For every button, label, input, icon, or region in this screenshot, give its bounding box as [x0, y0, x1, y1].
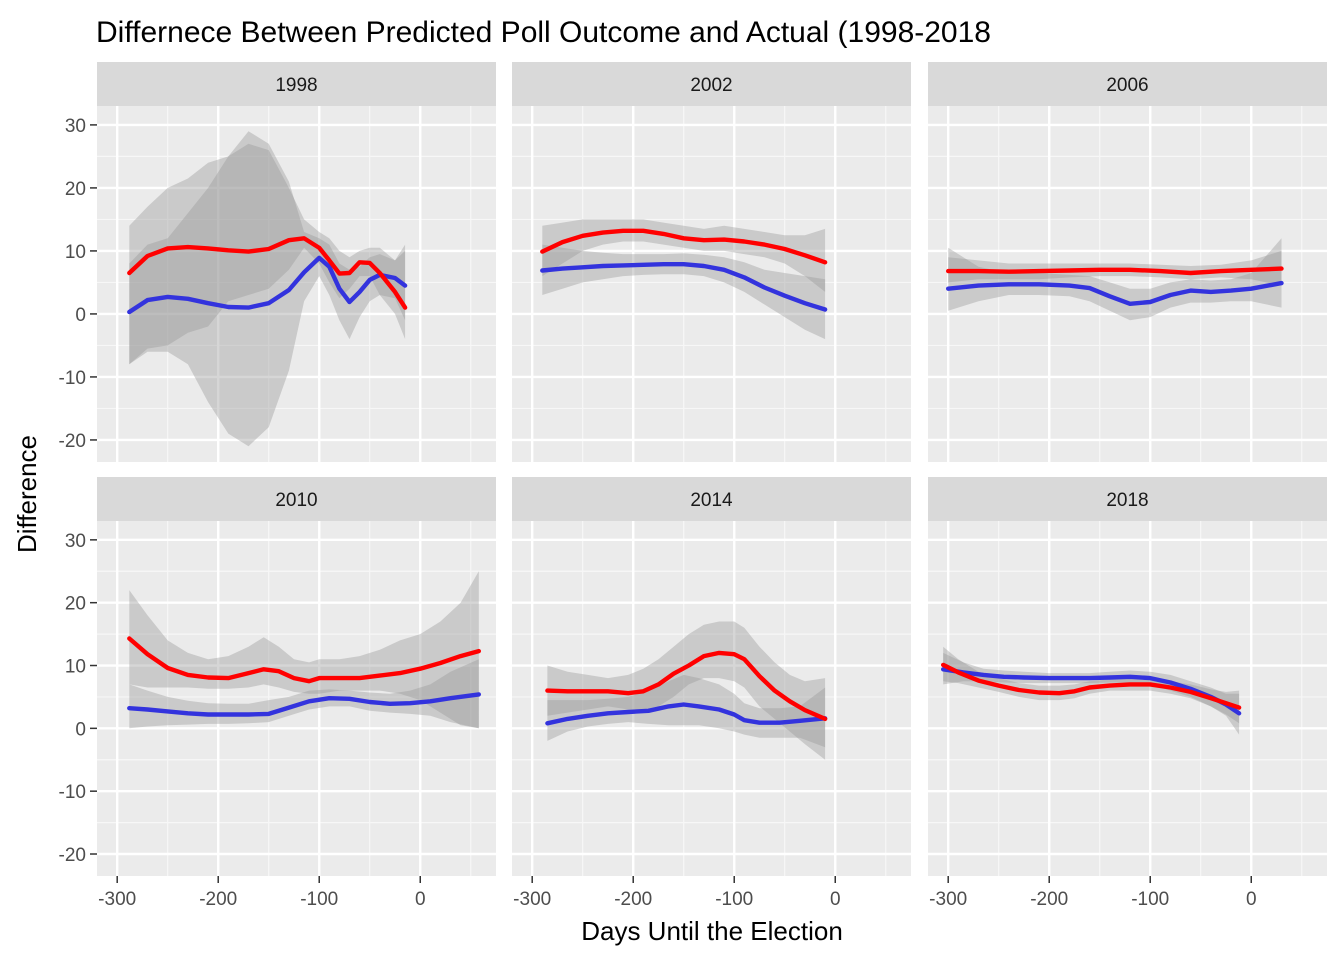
x-tick-label: -200 [1030, 889, 1068, 910]
facet-strip-label: 2014 [690, 490, 733, 511]
y-tick-label: 10 [65, 242, 86, 263]
confidence-band-red [542, 219, 826, 292]
y-tick-label: 20 [65, 179, 86, 200]
confidence-band-blue [547, 674, 826, 748]
confidence-band-red [129, 571, 479, 729]
facet-strip [97, 62, 496, 106]
x-tick-label: -200 [614, 889, 652, 910]
series-line-blue [545, 702, 828, 726]
x-tick-label: 0 [415, 889, 426, 910]
facet-strip-label: 2010 [275, 490, 317, 511]
confidence-band-blue [542, 244, 826, 340]
y-tick-label: 10 [65, 657, 86, 678]
confidence-band-blue [129, 659, 479, 729]
panel-background [97, 521, 496, 876]
confidence-band-red [547, 621, 826, 760]
series-line-red [127, 236, 408, 310]
y-tick-label: 0 [75, 305, 86, 326]
facet-panel-2002: 2002 [512, 62, 911, 462]
x-tick-label: -300 [929, 889, 967, 910]
x-tick-label: -100 [300, 889, 338, 910]
chart-title: Differnece Between Predicted Poll Outcom… [96, 16, 991, 49]
facet-panel-2014: 2014 -300 -200 -100 0 [512, 477, 911, 910]
series-line-blue [946, 280, 1284, 306]
y-tick-label: -10 [59, 782, 86, 803]
facet-panel-2006: 2006 [928, 62, 1327, 462]
x-tick-label: -300 [98, 889, 136, 910]
facet-strip [512, 477, 911, 521]
x-tick-label: 0 [830, 889, 841, 910]
y-tick-label: -20 [59, 431, 86, 452]
y-tick-label: -20 [59, 845, 86, 866]
y-axis-title: Difference [12, 435, 42, 553]
confidence-band-red [129, 143, 406, 365]
series-line-red [127, 636, 481, 684]
y-tick-label: -10 [59, 368, 86, 389]
facet-strip [928, 62, 1327, 106]
facet-strip-label: 1998 [275, 75, 317, 96]
series-line-blue [127, 255, 408, 315]
facet-strip-label: 2002 [690, 75, 732, 96]
confidence-band-blue [129, 131, 406, 447]
series-line-red [946, 266, 1284, 276]
confidence-band-red [943, 646, 1240, 724]
series-line-red [540, 228, 828, 265]
facet-strip-label: 2018 [1106, 490, 1148, 511]
panel-background [512, 521, 911, 876]
facet-panel-1998: 1998 -20 -10 0 10 20 30 [59, 62, 496, 462]
x-tick-label: -300 [513, 889, 551, 910]
y-tick-label: 0 [75, 719, 86, 740]
panel-background [512, 106, 911, 462]
facet-panel-2018: 2018 -300 -200 -100 0 [928, 477, 1327, 910]
series-line-red [545, 650, 828, 722]
x-tick-label: -200 [199, 889, 237, 910]
series-line-blue [540, 262, 828, 312]
y-tick-label: 30 [65, 531, 86, 552]
x-tick-label: -100 [1131, 889, 1169, 910]
facet-strip [512, 62, 911, 106]
series-line-red [941, 662, 1242, 710]
y-tick-label: 30 [65, 116, 86, 137]
y-tick-label: 20 [65, 594, 86, 615]
x-tick-label: -100 [715, 889, 753, 910]
confidence-band-blue [943, 652, 1240, 735]
x-axis-title: Days Until the Election [581, 916, 843, 946]
panel-background [928, 521, 1327, 876]
facet-strip-label: 2006 [1106, 75, 1148, 96]
x-tick-label: 0 [1246, 889, 1257, 910]
confidence-band-blue [948, 238, 1282, 321]
series-line-blue [127, 692, 481, 717]
facet-strip [928, 477, 1327, 521]
facet-strip [97, 477, 496, 521]
